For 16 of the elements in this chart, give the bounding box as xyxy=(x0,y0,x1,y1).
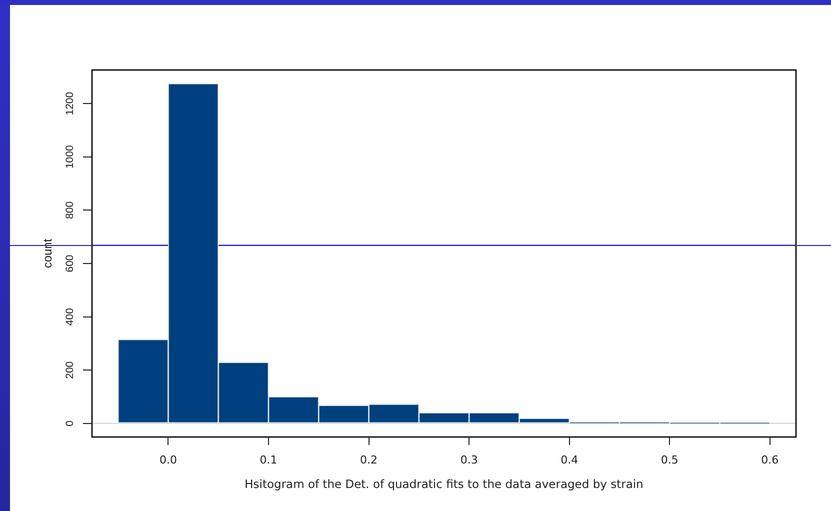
x-tick-label: 0.1 xyxy=(260,453,278,466)
x-tick-label: 0.6 xyxy=(761,453,779,466)
y-tick-label: 600 xyxy=(64,254,76,272)
x-tick-label: 0.2 xyxy=(360,453,378,466)
y-tick-label: 0 xyxy=(64,420,76,426)
x-tick-label: 0.4 xyxy=(560,453,578,466)
x-axis-title: Hsitogram of the Det. of quadratic fits to the data averaged by strain xyxy=(244,477,644,492)
y-tick-label: 400 xyxy=(64,308,76,326)
y-tick-label: 1200 xyxy=(64,92,76,116)
x-tick-label: 0.0 xyxy=(159,453,177,466)
y-tick-label: 800 xyxy=(64,201,76,219)
x-tick-label: 0.5 xyxy=(660,453,678,466)
y-tick-label: 1000 xyxy=(64,145,76,169)
x-tick-label: 0.3 xyxy=(460,453,478,466)
y-axis-title: count xyxy=(40,238,55,268)
y-tick-label: 200 xyxy=(64,361,76,379)
